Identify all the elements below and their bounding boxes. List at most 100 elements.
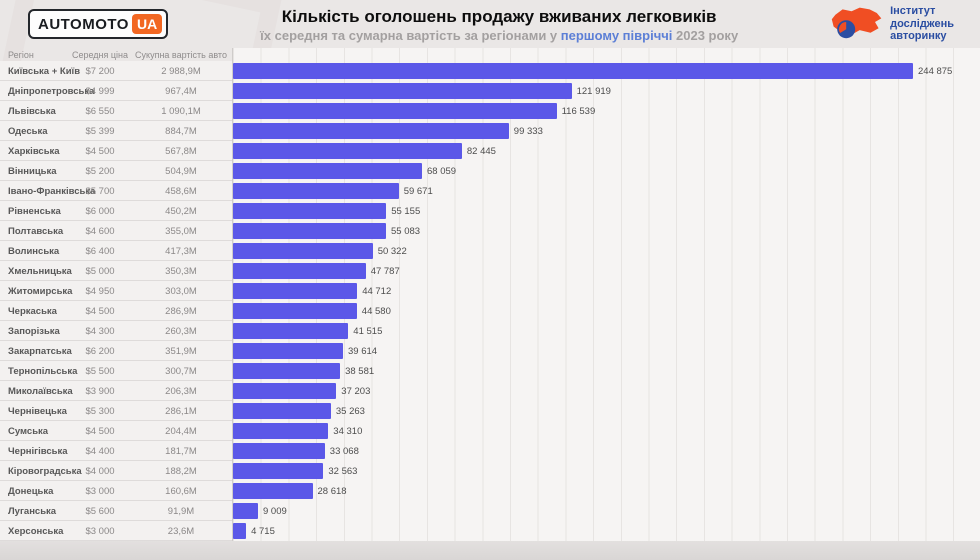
count-bar (233, 83, 572, 99)
region-name: Чернігівська (8, 445, 68, 457)
table-row: Кіровоградська $4 000 188,2M 32 563 (0, 461, 980, 481)
count-label: 39 614 (348, 345, 378, 357)
table-row: Дніпропетровська $4 999 967,4M 121 919 (0, 81, 980, 101)
table-body: Київська + Київ $7 200 2 988,9M 244 875 … (0, 61, 980, 541)
count-label: 34 310 (333, 425, 363, 437)
total-value: 417,3M (165, 245, 197, 257)
region-name: Луганська (8, 505, 57, 517)
region-name: Сумська (8, 425, 49, 437)
count-bar (233, 203, 387, 219)
avg-price: $5 200 (85, 165, 115, 177)
region-name: Чернівецька (8, 405, 67, 417)
institute-name-line: Інститут (890, 5, 936, 18)
count-label: 99 333 (513, 125, 543, 137)
region-name: Харківська (8, 145, 60, 157)
bar-cell: 33 068 (232, 441, 980, 461)
chart-header-area (232, 48, 980, 61)
count-bar (233, 383, 337, 399)
count-bar (233, 223, 386, 239)
avg-price: $4 950 (85, 285, 115, 297)
institute-name-line: досліджень (890, 17, 954, 30)
region-name: Тернопільська (8, 365, 78, 377)
count-label: 55 155 (391, 205, 421, 217)
count-label: 116 539 (561, 105, 596, 117)
count-bar (233, 263, 366, 279)
total-value: 504,9M (165, 165, 197, 177)
avg-price: $4 000 (85, 465, 115, 477)
count-bar (233, 403, 331, 419)
region-name: Львівська (8, 105, 56, 117)
count-bar (233, 363, 341, 379)
bar-cell: 50 322 (232, 241, 980, 261)
avg-price: $5 399 (85, 125, 115, 137)
bar-cell: 99 333 (232, 121, 980, 141)
count-label: 32 563 (328, 465, 358, 477)
table-row: Одеська $5 399 884,7M 99 333 (0, 121, 980, 141)
avg-price: $4 999 (85, 85, 115, 97)
count-label: 28 618 (317, 485, 347, 497)
title-block: Кількість оголошень продажу вживаних лег… (168, 5, 830, 44)
avg-price: $3 900 (85, 385, 115, 397)
table-header-row: Регіон Середня ціна Сукупна вартість авт… (0, 48, 980, 61)
count-label: 82 445 (466, 145, 496, 157)
avg-price: $4 600 (85, 225, 115, 237)
region-name: Миколаївська (8, 385, 73, 397)
table-row: Львівська $6 550 1 090,1M 116 539 (0, 101, 980, 121)
count-label: 50 322 (377, 245, 407, 257)
count-label: 9 009 (263, 505, 287, 517)
automoto-ua-logo: AUTOMOTO UA (28, 9, 169, 39)
total-value: 303,0M (165, 285, 197, 297)
ua-badge: UA (131, 14, 163, 34)
count-label: 41 515 (353, 325, 383, 337)
region-name: Житомирська (8, 285, 73, 297)
table-row: Черкаська $4 500 286,9M 44 580 (0, 301, 980, 321)
avg-price: $4 500 (85, 145, 115, 157)
table-row: Луганська $5 600 91,9M 9 009 (0, 501, 980, 521)
count-label: 244 875 (918, 65, 953, 77)
total-value: 286,1M (165, 405, 197, 417)
bar-cell: 44 580 (232, 301, 980, 321)
avg-price: $4 400 (85, 445, 115, 457)
count-label: 33 068 (329, 445, 359, 457)
total-value: 204,4M (165, 425, 197, 437)
bar-cell: 35 263 (232, 401, 980, 421)
table-row: Полтавська $4 600 355,0M 55 083 (0, 221, 980, 241)
count-label: 68 059 (427, 165, 457, 177)
count-bar (233, 443, 325, 459)
total-value: 160,6M (165, 485, 197, 497)
avg-price: $6 400 (85, 245, 115, 257)
bar-cell: 59 671 (232, 181, 980, 201)
region-name: Полтавська (8, 225, 64, 237)
bar-cell: 68 059 (232, 161, 980, 181)
total-value: 355,0M (165, 225, 197, 237)
count-bar (233, 63, 913, 79)
avg-price: $5 000 (85, 265, 115, 277)
total-value: 2 988,9M (161, 65, 201, 77)
region-name: Запорізька (8, 325, 60, 337)
avg-price: $4 300 (85, 325, 115, 337)
table-row: Хмельницька $5 000 350,3M 47 787 (0, 261, 980, 281)
count-label: 4 715 (251, 525, 275, 537)
subtitle-highlight: першому півріччі (560, 27, 673, 43)
subtitle-suffix: 2023 року (672, 27, 739, 43)
page-subtitle: їх середня та сумарна вартість за регіон… (168, 27, 830, 44)
column-header-avg-price: Середня ціна (71, 49, 129, 60)
count-bar (233, 483, 313, 499)
bar-cell: 32 563 (232, 461, 980, 481)
bar-cell: 28 618 (232, 481, 980, 501)
avg-price: $3 000 (85, 485, 115, 497)
header-bar: AUTOMOTO UA Кількість оголошень продажу … (0, 0, 980, 48)
count-bar (233, 103, 557, 119)
table-row: Запорізька $4 300 260,3M 41 515 (0, 321, 980, 341)
table-row: Закарпатська $6 200 351,9M 39 614 (0, 341, 980, 361)
bar-cell: 44 712 (232, 281, 980, 301)
institute-name: Інститут досліджень авторинку (890, 5, 954, 43)
bar-cell: 55 155 (232, 201, 980, 221)
table-row: Чернівецька $5 300 286,1M 35 263 (0, 401, 980, 421)
region-name: Закарпатська (8, 345, 72, 357)
total-value: 286,9M (165, 305, 197, 317)
subtitle-prefix: їх середня та сумарна вартість за регіон… (260, 27, 561, 43)
region-name: Івано-Франківська (8, 185, 96, 197)
total-value: 188,2M (165, 465, 197, 477)
count-bar (233, 423, 329, 439)
